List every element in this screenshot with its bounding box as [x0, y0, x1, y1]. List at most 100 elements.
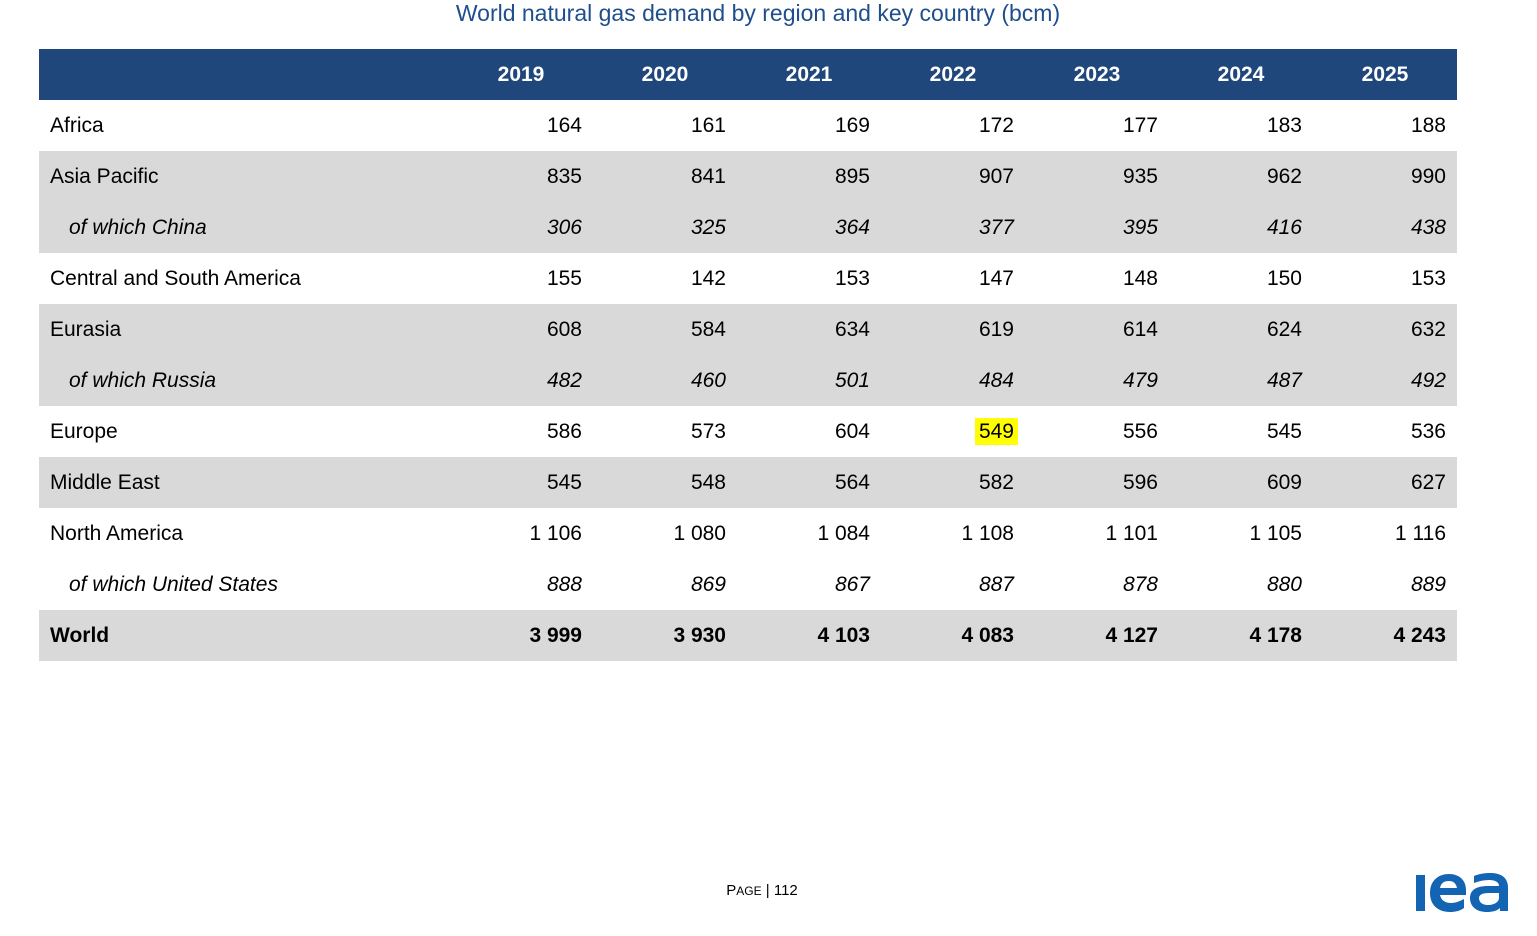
table-cell: 573 [690, 419, 726, 443]
table-cell: 582 [881, 457, 1025, 508]
row-label: Africa [50, 113, 104, 137]
table-cell: 990 [1313, 151, 1457, 202]
table-cell: 161 [690, 113, 726, 137]
table-cell: 608 [449, 304, 593, 355]
table-cell: 169 [834, 113, 870, 137]
iea-logo [1416, 873, 1508, 912]
logo-letter-e [1430, 874, 1466, 912]
table-cell: 164 [546, 113, 582, 137]
table-cell: 609 [1169, 457, 1313, 508]
column-header-2025: 2025 [1313, 49, 1457, 100]
table-cell: 634 [737, 304, 881, 355]
table-cell: 880 [1266, 572, 1302, 596]
table-cell: 155 [546, 266, 582, 290]
table-cell: 604 [834, 419, 870, 443]
table-row: Eurasia 608 584 634 619 614 624 632 [39, 304, 1457, 355]
table-cell: 460 [593, 355, 737, 406]
row-label: Eurasia [39, 304, 449, 355]
table-cell: 835 [449, 151, 593, 202]
table-cell: 3 930 [593, 610, 737, 661]
table-cell: 4 083 [881, 610, 1025, 661]
table-cell: 545 [1266, 419, 1302, 443]
row-label: Asia Pacific [39, 151, 449, 202]
table-cell: 962 [1169, 151, 1313, 202]
table-row: of which United States 888 869 867 887 878 880… [39, 559, 1457, 610]
table-cell: 153 [1410, 266, 1446, 290]
table-cell: 364 [737, 202, 881, 253]
table-cell: 492 [1313, 355, 1457, 406]
table-cell: 584 [593, 304, 737, 355]
table-body: Africa 164 161 169 172 177 183 188 Asia Pacific 8… [39, 100, 1457, 661]
page-label-initial: P [726, 882, 737, 899]
table-cell: 188 [1410, 113, 1446, 137]
table-cell: 1 105 [1249, 521, 1302, 545]
table-cell: 889 [1410, 572, 1446, 596]
column-header-2024: 2024 [1169, 49, 1313, 100]
highlighted-value: 549 [974, 417, 1018, 445]
header-row: 2019 2020 2021 2022 2023 2024 2025 [39, 49, 1457, 100]
page-number: PAGE | 112 [0, 882, 1524, 899]
row-label: of which United States [69, 572, 278, 596]
row-label: Middle East [39, 457, 449, 508]
table-cell: 4 243 [1313, 610, 1457, 661]
table-cell: 438 [1313, 202, 1457, 253]
table-cell: 895 [737, 151, 881, 202]
table-cell: 142 [690, 266, 726, 290]
table-cell: 150 [1266, 266, 1302, 290]
page-title: World natural gas demand by region and k… [455, 0, 1061, 26]
table-cell: 1 084 [817, 521, 870, 545]
table-row: Central and South America 155 142 153 147 148… [39, 253, 1457, 304]
table-cell: 596 [1025, 457, 1169, 508]
table-cell: 306 [449, 202, 593, 253]
row-label: Central and South America [50, 266, 301, 290]
table-cell: 501 [737, 355, 881, 406]
table-cell: 627 [1313, 457, 1457, 508]
table-cell: 147 [978, 266, 1014, 290]
table-cell: 395 [1025, 202, 1169, 253]
table-cell: 632 [1313, 304, 1457, 355]
table-cell: 1 108 [961, 521, 1014, 545]
page-number-value: 112 [773, 882, 798, 899]
column-header-2020: 2020 [593, 49, 737, 100]
table-cell: 177 [1122, 113, 1158, 137]
table-cell: 148 [1122, 266, 1158, 290]
table-cell: 487 [1169, 355, 1313, 406]
table-cell: 624 [1169, 304, 1313, 355]
table-cell: 536 [1410, 419, 1446, 443]
table-cell: 888 [546, 572, 582, 596]
table-row: of which Russia 482 460 501 484 479 487 492 [39, 355, 1457, 406]
row-label: World [39, 610, 449, 661]
table-cell: 377 [881, 202, 1025, 253]
table-cell: 614 [1025, 304, 1169, 355]
table-cell: 935 [1025, 151, 1169, 202]
table-row: of which China 306 325 364 377 395 416 438 [39, 202, 1457, 253]
column-header-2022: 2022 [881, 49, 1025, 100]
table-cell: 172 [978, 113, 1014, 137]
table-header: 2019 2020 2021 2022 2023 2024 2025 [39, 49, 1457, 100]
table-cell: 1 116 [1395, 521, 1446, 545]
table-cell: 153 [834, 266, 870, 290]
table-cell: 4 127 [1025, 610, 1169, 661]
table-cell: 484 [881, 355, 1025, 406]
row-label: of which Russia [39, 355, 449, 406]
page-separator: | [765, 882, 770, 899]
table-row: North America 1 106 1 080 1 084 1 108 1 101 1 … [39, 508, 1457, 559]
table-cell: 1 101 [1105, 521, 1158, 545]
table-cell: 325 [593, 202, 737, 253]
table-cell: 586 [546, 419, 582, 443]
table-cell: 867 [834, 572, 870, 596]
table-cell: 878 [1122, 572, 1158, 596]
logo-letter-i [1416, 875, 1425, 911]
row-label: North America [50, 521, 184, 545]
table-cell: 416 [1169, 202, 1313, 253]
table-cell: 3 999 [449, 610, 593, 661]
table-row: Middle East 545 548 564 582 596 609 627 [39, 457, 1457, 508]
table-cell: 482 [449, 355, 593, 406]
table-cell: 869 [690, 572, 726, 596]
table-cell: 841 [593, 151, 737, 202]
table-cell: 564 [737, 457, 881, 508]
table-cell: 907 [881, 151, 1025, 202]
column-header-2021: 2021 [737, 49, 881, 100]
table-row: Africa 164 161 169 172 177 183 188 [39, 100, 1457, 151]
iea-logo-glyphs [1416, 873, 1508, 912]
